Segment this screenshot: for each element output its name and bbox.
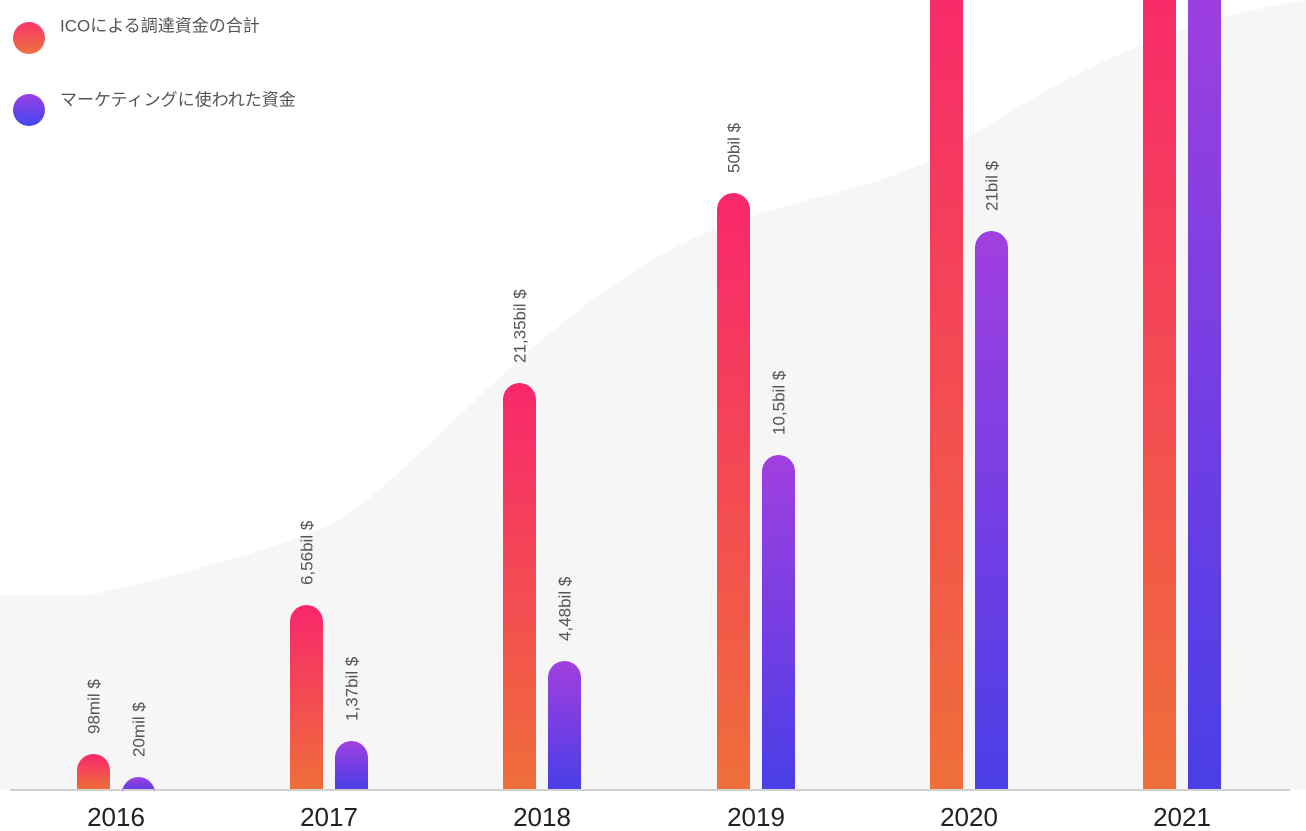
bar [503,383,536,789]
legend-marker [13,22,45,54]
year-label: 2021 [1153,802,1211,831]
bar [335,741,368,789]
value-label: 21bil $ [983,160,1002,211]
bar [122,777,155,794]
value-label: 4,48bil $ [556,576,575,641]
year-label: 2016 [87,802,145,831]
year-label: 2020 [940,802,998,831]
value-label: 10,5bil $ [770,370,789,435]
value-label: 6,56bil $ [298,520,317,585]
value-label: 50bil $ [725,122,744,173]
value-label: 98mil $ [85,679,104,734]
bar [77,754,110,789]
bar [717,193,750,789]
bar [930,0,963,789]
legend-label: マーケティングに使われた資金 [60,89,296,109]
value-label: 20mil $ [130,702,149,757]
bar [975,231,1008,789]
year-label: 2017 [300,802,358,831]
value-label: 21,35bil $ [511,289,530,363]
background-area [0,0,1306,790]
bar [290,605,323,789]
year-label: 2019 [727,802,785,831]
bar [1143,0,1176,789]
bar [548,661,581,789]
legend-label: ICOによる調達資金の合計 [60,16,260,35]
value-label: 1,37bil $ [343,656,362,721]
bar [762,455,795,789]
bars: 98mil $ 20mil $ 2016 6,56bil $ 1,37bil $ 2017… [77,0,1221,831]
year-label: 2018 [513,802,571,831]
legend-marker [13,94,45,126]
bar [1188,0,1221,789]
